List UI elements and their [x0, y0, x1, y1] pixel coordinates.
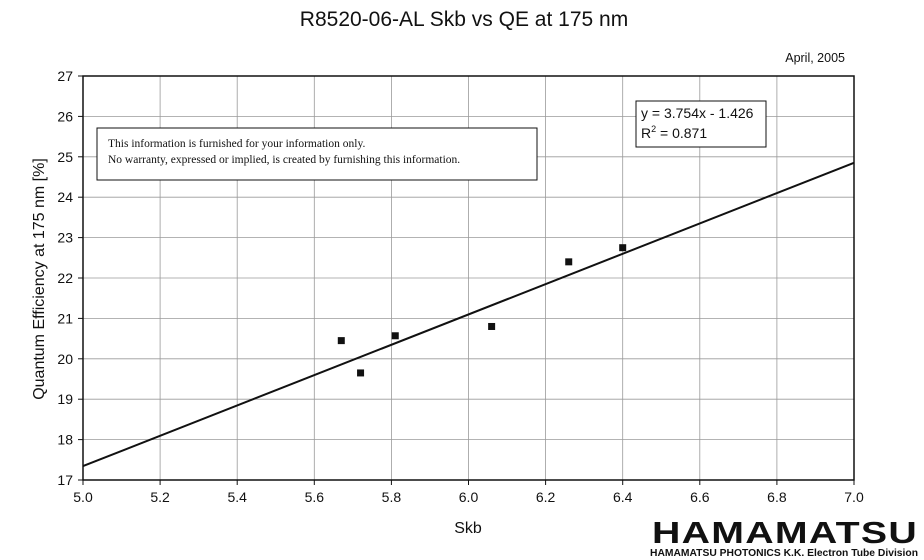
disclaimer-line-2: No warranty, expressed or implied, is cr…	[108, 154, 460, 166]
x-tick-label: 6.0	[459, 489, 479, 505]
data-point-marker	[337, 337, 345, 345]
x-tick-label: 5.0	[73, 489, 93, 505]
y-tick-label: 27	[57, 68, 73, 84]
y-axis-title: Quantum Efficiency at 175 nm [%]	[31, 158, 48, 400]
x-tick-label: 5.8	[382, 489, 402, 505]
x-tick-label: 7.0	[844, 489, 864, 505]
x-tick-label: 6.4	[613, 489, 633, 505]
y-tick-label: 19	[57, 391, 73, 407]
chart-title: R8520-06-AL Skb vs QE at 175 nm	[300, 8, 628, 31]
data-points	[337, 244, 627, 377]
data-point-marker	[619, 244, 627, 252]
fit-equation-box: y = 3.754x - 1.426 R2 = 0.871	[635, 100, 767, 148]
data-point-marker	[391, 332, 399, 340]
x-tick-label: 6.2	[536, 489, 556, 505]
y-tick-label: 18	[57, 432, 73, 448]
x-tick-label: 5.4	[227, 489, 247, 505]
y-tick-label: 26	[57, 108, 73, 124]
y-tick-label: 17	[57, 472, 73, 488]
y-tick-label: 21	[57, 310, 73, 326]
y-axis-ticks: 17 18 19 20 21 22 23 24 25 26 27	[57, 68, 83, 488]
x-axis-ticks: 5.0 5.2 5.4 5.6 5.8 6.0 6.2 6.4 6.6 6.8 7.0	[73, 480, 864, 505]
hamamatsu-logo: HAMAMATSU HAMAMATSU PHOTONICS K.K. Elect…	[650, 515, 918, 559]
disclaimer-line-1: This information is furnished for your i…	[108, 138, 365, 150]
chart-date: April, 2005	[785, 51, 845, 65]
trendline	[82, 161, 855, 468]
x-tick-label: 5.2	[150, 489, 170, 505]
r-squared-label: R2 = 0.871	[641, 124, 707, 141]
y-tick-label: 25	[57, 149, 73, 165]
data-point-marker	[565, 258, 573, 266]
disclaimer-box: This information is furnished for your i…	[96, 127, 538, 181]
y-tick-label: 24	[57, 189, 73, 205]
logo-wordmark: HAMAMATSU	[652, 515, 918, 550]
trendline-group	[82, 161, 855, 468]
x-tick-label: 6.6	[690, 489, 710, 505]
x-axis-title: Skb	[454, 520, 482, 537]
y-tick-label: 23	[57, 230, 73, 246]
y-tick-label: 22	[57, 270, 73, 286]
logo-division: HAMAMATSU PHOTONICS K.K. Electron Tube D…	[650, 548, 918, 559]
x-tick-label: 6.8	[767, 489, 787, 505]
x-tick-label: 5.6	[305, 489, 325, 505]
data-point-marker	[488, 322, 496, 330]
trendline-equation: y = 3.754x - 1.426	[641, 105, 754, 121]
y-tick-label: 20	[57, 351, 73, 367]
data-point-marker	[357, 369, 365, 377]
